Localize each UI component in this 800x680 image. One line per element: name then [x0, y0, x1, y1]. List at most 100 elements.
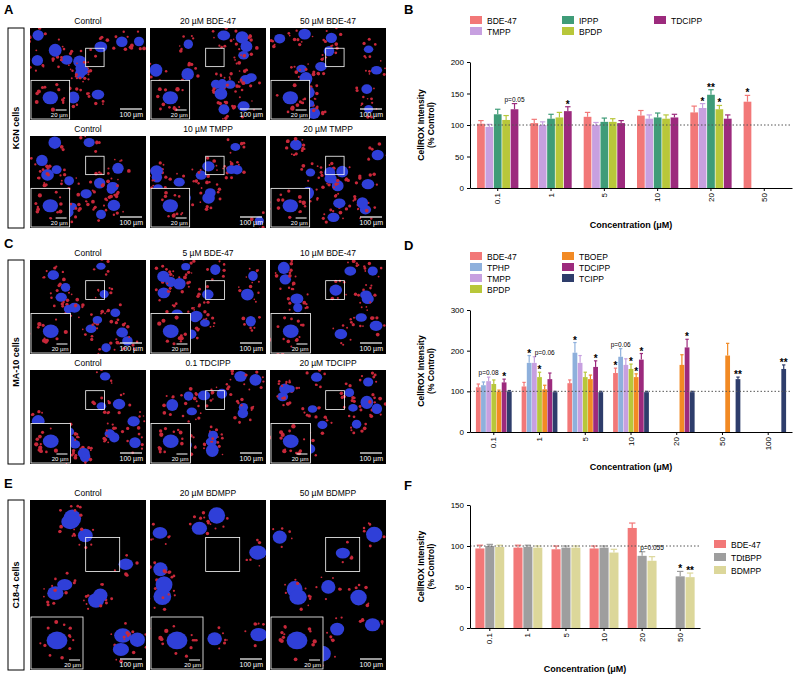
error-bar	[478, 121, 483, 124]
cytoplasm-stain	[369, 414, 371, 416]
cytoplasm-stain	[59, 174, 61, 176]
cytoplasm-stain	[51, 585, 53, 587]
x-axis-title: Concentration (μM)	[590, 220, 673, 230]
tile-label: Control	[74, 124, 102, 134]
nucleus	[157, 271, 169, 282]
cytoplasm-stain	[168, 270, 171, 273]
cytoplasm-stain	[236, 161, 239, 164]
cytoplasm-stain	[279, 288, 281, 290]
cytoplasm-stain	[251, 409, 253, 411]
cytoplasm-stain	[326, 632, 328, 634]
cytoplasm-stain	[201, 187, 203, 189]
cytoplasm-stain	[113, 214, 115, 216]
cytoplasm-stain	[35, 100, 39, 104]
cytoplasm-stain	[281, 385, 283, 387]
scale-bar	[296, 110, 307, 111]
cytoplasm-stain	[249, 559, 252, 562]
cytoplasm-stain	[108, 411, 110, 413]
cytoplasm-stain	[246, 276, 248, 278]
error-bar-cap	[602, 117, 607, 118]
cytoplasm-stain	[102, 100, 105, 103]
cytoplasm-stain	[230, 39, 233, 42]
y-tick-mark	[467, 188, 470, 189]
cytoplasm-stain	[213, 322, 215, 324]
cytoplasm-stain	[296, 338, 299, 341]
cytoplasm-stain	[167, 215, 169, 217]
cytoplasm-stain	[316, 105, 318, 107]
scale-label: 20 µm	[64, 662, 81, 668]
cytoplasm-stain	[158, 446, 161, 449]
error-bar-cap	[503, 115, 508, 116]
cytoplasm-stain	[164, 191, 168, 195]
nucleus	[326, 33, 337, 43]
cytoplasm-stain	[124, 48, 128, 52]
tile-label: 10 µM BDE-47	[300, 248, 356, 258]
micrograph: 20 µm100 µm	[30, 28, 146, 120]
panel-letter: C	[4, 236, 14, 251]
cytoplasm-stain	[329, 209, 332, 212]
cytoplasm-stain	[254, 644, 257, 647]
micrograph-background	[150, 260, 266, 354]
tile-label: 0.1 TDCIPP	[185, 358, 231, 368]
cytoplasm-stain	[164, 195, 167, 198]
cytoplasm-stain	[334, 280, 337, 283]
cytoplasm-stain	[368, 522, 370, 524]
cytoplasm-stain	[174, 652, 177, 655]
cytoplasm-stain	[75, 298, 79, 302]
cytoplasm-stain	[226, 83, 229, 86]
cytoplasm-stain	[216, 387, 218, 389]
cytoplasm-stain	[125, 574, 128, 577]
cytoplasm-stain	[237, 61, 241, 65]
cytoplasm-stain	[368, 262, 371, 265]
nucleus	[315, 62, 327, 71]
scale-bar	[176, 454, 187, 455]
scale-bar	[56, 454, 67, 455]
cytoplasm-stain	[276, 94, 279, 97]
error-bar	[503, 116, 508, 120]
cytoplasm-stain	[107, 167, 109, 169]
cytoplasm-stain	[197, 416, 200, 419]
significance-label: *	[701, 96, 705, 107]
cytoplasm-stain	[369, 287, 372, 290]
cytoplasm-stain	[76, 433, 78, 435]
significance-label: **	[707, 82, 715, 93]
cytoplasm-stain	[38, 28, 41, 30]
plot-area	[470, 90, 792, 188]
cytoplasm-stain	[315, 384, 317, 386]
cytoplasm-stain	[50, 428, 52, 430]
cytoplasm-stain	[73, 581, 76, 584]
error-bar-cap	[593, 122, 598, 123]
cytoplasm-stain	[332, 577, 334, 579]
cytoplasm-stain	[74, 509, 77, 512]
cytoplasm-stain	[361, 103, 364, 106]
cytoplasm-stain	[337, 193, 339, 195]
cytoplasm-stain	[307, 180, 309, 182]
cytoplasm-stain	[369, 73, 371, 75]
cytoplasm-stain	[331, 639, 333, 641]
cytoplasm-stain	[139, 47, 142, 50]
cytoplasm-stain	[164, 195, 167, 198]
cytoplasm-stain	[230, 379, 232, 381]
nucleus	[283, 325, 299, 338]
cytoplasm-stain	[262, 211, 265, 214]
cytoplasm-stain	[366, 604, 370, 608]
cytoplasm-stain	[365, 209, 369, 213]
cytoplasm-stain	[312, 70, 315, 73]
cytoplasm-stain	[150, 598, 151, 600]
cytoplasm-stain	[249, 419, 252, 422]
nucleus	[372, 403, 382, 414]
nucleus	[330, 284, 343, 295]
cytoplasm-stain	[370, 317, 373, 320]
scale-label: 100 µm	[120, 219, 144, 227]
bar	[707, 95, 715, 188]
cytoplasm-stain	[169, 287, 172, 290]
scale-label: 20 µm	[172, 346, 189, 352]
y-tick-mark	[467, 62, 470, 63]
nucleus	[207, 632, 222, 645]
nucleus	[134, 37, 144, 47]
cytoplasm-stain	[101, 184, 105, 188]
legend-swatch	[654, 16, 666, 24]
micrograph-background	[30, 370, 146, 464]
cytoplasm-stain	[172, 270, 174, 272]
cytoplasm-stain	[288, 381, 291, 384]
